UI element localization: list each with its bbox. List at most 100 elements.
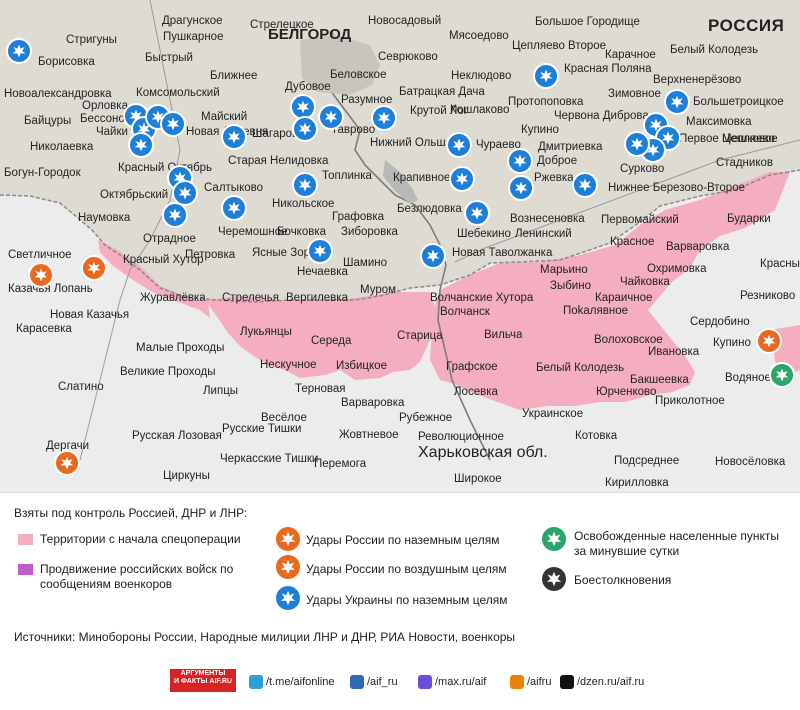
town-label: Шамино	[343, 257, 388, 269]
town-label: Ясные Зори	[252, 247, 317, 259]
town-label: Лосевка	[454, 386, 498, 398]
town-label: Цепляево Второе	[512, 40, 607, 52]
town-label: Карачное	[605, 49, 656, 61]
liberated-icon	[542, 527, 566, 551]
town-label: Драгунское	[162, 15, 223, 27]
town-label: Дергачи	[46, 440, 90, 452]
controlled-territory-west	[205, 292, 436, 380]
town-label: Ближнее	[210, 70, 258, 82]
max-icon[interactable]	[418, 675, 432, 689]
ok-link[interactable]: /aifru	[527, 676, 552, 688]
town-label: Котовка	[575, 430, 618, 442]
town-label: Белый Колодезь	[670, 44, 759, 56]
town-label: Весёлое	[261, 412, 307, 424]
river-seversky-donets	[329, 29, 491, 461]
river-nezhegol	[454, 139, 800, 263]
town-label: Ржевка	[534, 172, 574, 184]
town-label: Черкасские Тишки	[220, 453, 319, 465]
town-label: Середа	[311, 335, 352, 347]
ok-icon[interactable]	[510, 675, 524, 689]
town-label: Ивановка	[648, 346, 700, 358]
russia-air-strike-icon	[276, 555, 300, 579]
town-label: Первое Цепляево	[679, 133, 775, 145]
belgorod-city	[300, 35, 380, 95]
town-label: Старая Нелидовка	[228, 155, 329, 167]
state-border	[0, 169, 800, 303]
map-area: Стригуны Драгунское Стрелецкое Новосадовый Б…	[0, 0, 800, 492]
town-label: Байцуры	[24, 115, 72, 127]
ukraine-strike-icon	[533, 63, 559, 89]
town-label: Нечаевка	[297, 266, 348, 278]
town-label: Избицкое	[336, 360, 387, 372]
town-label: Первомайский	[601, 214, 679, 226]
town-label: Широкое	[454, 473, 502, 485]
town-label: Мясоедово	[449, 30, 509, 42]
town-label: Стригуны	[66, 34, 117, 46]
town-label: Вергилевка	[286, 292, 348, 304]
town-label: Карасевка	[16, 323, 72, 335]
town-label: Николаевка	[30, 141, 94, 153]
legend-panel: Взяты под контроль Россией, ДНР и ЛНР: Т…	[0, 492, 800, 710]
vk-icon[interactable]	[350, 675, 364, 689]
ukraine-strike-icon	[292, 172, 318, 198]
town-label: Охримовка	[647, 263, 707, 275]
town-label: Новосёловка	[715, 456, 786, 468]
telegram-link[interactable]: /t.me/aifonline	[266, 676, 335, 688]
town-label: Зимовное	[608, 88, 661, 100]
town-label: Волчанские Хутора	[430, 292, 534, 304]
town-label: Петровка	[185, 249, 236, 261]
town-label: Караичное	[595, 292, 653, 304]
aif-logo: АРГУМЕНТЫ И ФАКТЫ AIF.RU	[170, 669, 236, 692]
ukraine-strike-icon	[572, 172, 598, 198]
town-label: Резниково	[740, 290, 796, 302]
town-label: Великие Проходы	[120, 366, 216, 378]
legend-label-russia-air: Удары России по воздушным целям	[306, 562, 507, 576]
town-label: Нижний Ольшанец	[370, 137, 472, 149]
dzen-icon[interactable]	[560, 675, 574, 689]
town-label: Бочковка	[277, 226, 327, 238]
town-label: Орловка	[82, 100, 128, 112]
town-label: Беловское	[330, 69, 387, 81]
town-label: Жовтневое	[339, 429, 399, 441]
dzen-link[interactable]: /dzen.ru/aif.ru	[577, 676, 645, 688]
town-label: Октябрьский	[100, 189, 169, 201]
town-label: Подсреднее	[614, 455, 680, 467]
town-label: Светличное	[8, 249, 72, 261]
legend-swatch-advance	[18, 564, 33, 575]
ukraine-strike-icon	[307, 238, 333, 264]
ukraine-strike-icon	[128, 132, 154, 158]
legend-swatch-territory	[18, 534, 33, 545]
town-label: Батрацкая Дача	[399, 86, 485, 98]
ukraine-strike-icon	[420, 243, 446, 269]
town-label: Наумовка	[78, 212, 131, 224]
town-label: Доброе	[537, 155, 578, 167]
town-label: Севрюково	[378, 51, 438, 63]
town-label: Терновая	[295, 383, 346, 395]
town-label: Новая Казачья	[50, 309, 130, 321]
ukraine-ground-strike-icon	[276, 586, 300, 610]
town-label: Сердобино	[690, 316, 750, 328]
ukraine-strike-icon	[664, 89, 690, 115]
town-label: Нескучное	[260, 359, 317, 371]
max-link[interactable]: /max.ru/aif	[435, 676, 487, 688]
town-label: Разумное	[341, 94, 393, 106]
town-label: Журавлёвка	[140, 292, 206, 304]
town-label: Стадников	[716, 157, 773, 169]
russia-strike-icon	[756, 328, 782, 354]
town-label: Крапивное	[393, 172, 451, 184]
russia-ground-strike-icon	[276, 527, 300, 551]
town-label: Новая Таволжанка	[452, 247, 553, 259]
vk-link[interactable]: /aif_ru	[367, 676, 398, 688]
sources-note: Источники: Минобороны России, Народные м…	[14, 630, 516, 644]
telegram-icon[interactable]	[249, 675, 263, 689]
town-label: Приколотное	[655, 395, 725, 407]
legend-header: Взяты под контроль Россией, ДНР и ЛНР:	[14, 506, 248, 520]
combat-icon	[542, 567, 566, 591]
town-label: Мешковое	[722, 133, 778, 145]
russia-territory	[0, 0, 800, 302]
town-label: Пушкарное	[163, 31, 224, 43]
town-label: Варваровка	[341, 397, 405, 409]
town-label: Новоалександровка	[4, 88, 112, 100]
town-label: Богун-Городок	[4, 167, 81, 179]
town-label: Малые Проходы	[136, 342, 225, 354]
